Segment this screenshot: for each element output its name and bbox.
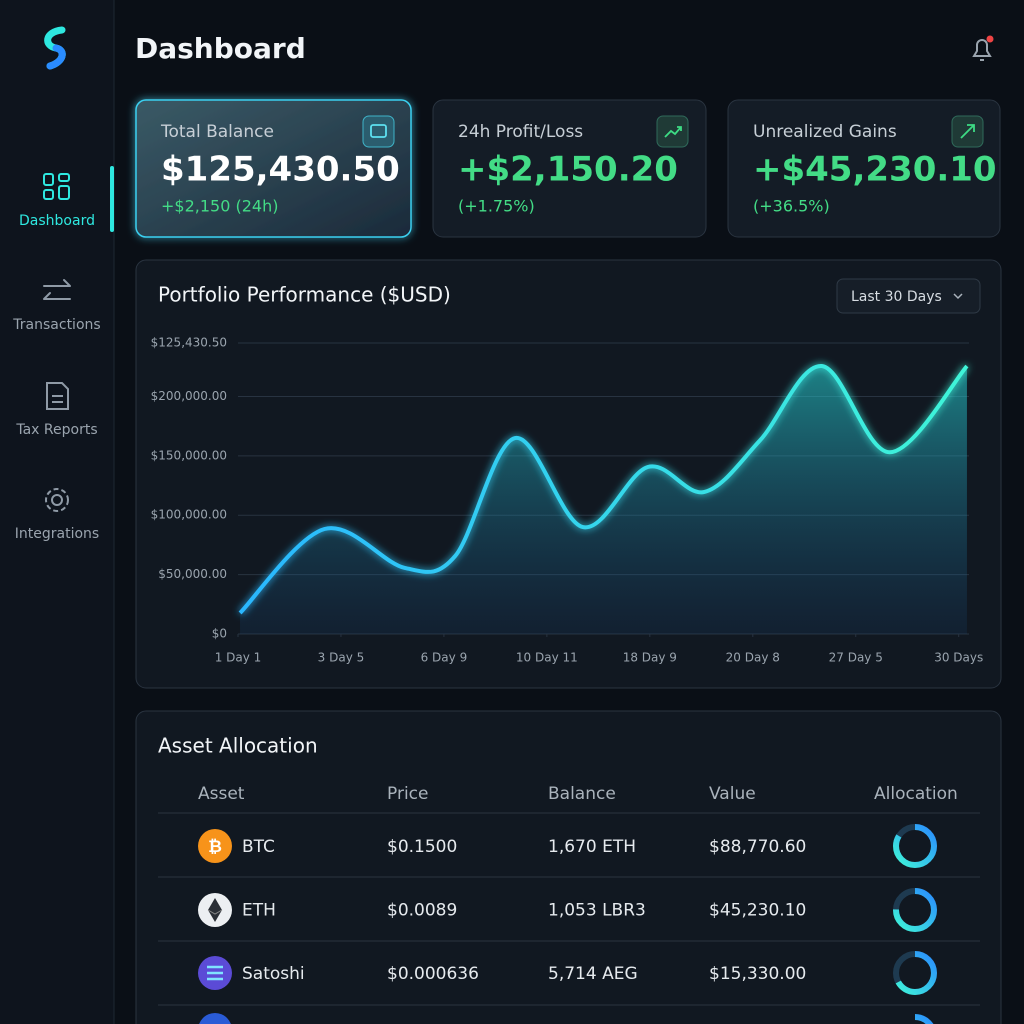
column-header: Allocation xyxy=(874,784,958,804)
card-value: $125,430.50 xyxy=(161,150,400,190)
table-cell: $15,330.00 xyxy=(709,964,806,984)
table-cell: Satoshi xyxy=(242,964,305,984)
card-change: (+1.75%) xyxy=(458,197,535,216)
line xyxy=(238,364,969,615)
table-panel xyxy=(135,710,1002,1024)
x-tick-label: 3 Day 5 xyxy=(318,651,365,665)
card-value: +$45,230.10 xyxy=(753,150,997,190)
table-cell: $88,770.60 xyxy=(709,837,806,857)
nav-item[interactable]: Integrations xyxy=(15,526,99,542)
x-tick-label: 1 Day 1 xyxy=(215,651,262,665)
column-header: Asset xyxy=(198,784,245,804)
nav-item[interactable]: Dashboard xyxy=(19,213,95,229)
card-change: (+36.5%) xyxy=(753,197,830,216)
card xyxy=(432,99,707,238)
table-title: Asset Allocation xyxy=(158,734,318,758)
card-label: Unrealized Gains xyxy=(753,122,897,142)
card-value: +$2,150.20 xyxy=(458,150,678,190)
nav-item[interactable]: Transactions xyxy=(12,317,100,333)
card-change: +$2,150 (24h) xyxy=(161,197,278,216)
column-header: Price xyxy=(387,784,428,804)
icon-tax-reports xyxy=(46,382,69,410)
area-fill xyxy=(240,365,967,634)
table-cell: $0.000636 xyxy=(387,964,479,984)
table-cell: $0.1500 xyxy=(387,837,457,857)
icon-dashboard xyxy=(43,173,70,200)
chart-title: Portfolio Performance ($USD) xyxy=(158,283,451,307)
y-tick-label: $50,000.00 xyxy=(158,567,227,581)
coin-icon-eth xyxy=(198,893,232,927)
dropdown-caret xyxy=(953,293,963,300)
x-tick-label: 10 Day 11 xyxy=(516,651,578,665)
table-cell: 1,670 ETH xyxy=(548,837,636,857)
card-icon xyxy=(362,115,395,148)
y-tick-label: $100,000.00 xyxy=(151,508,227,522)
table-cell: 1,053 LBR3 xyxy=(548,901,646,921)
card-icon xyxy=(951,115,984,148)
x-tick-label: 18 Day 9 xyxy=(623,651,677,665)
coin-icon-btc: ₿ xyxy=(198,829,232,863)
table-cell: $0.0089 xyxy=(387,901,457,921)
x-tick-label: 27 Day 5 xyxy=(829,651,883,665)
x-tick-label: 30 Days xyxy=(934,651,983,665)
y-tick-label: $0 xyxy=(212,627,227,641)
card-label: 24h Profit/Loss xyxy=(458,122,583,142)
y-tick-label: $200,000.00 xyxy=(151,389,227,403)
range-dropdown-label[interactable]: Last 30 Days xyxy=(851,289,942,305)
coin-icon xyxy=(199,1013,231,1024)
allocation-donut xyxy=(893,824,937,1024)
x-tick-label: 20 Day 8 xyxy=(726,651,780,665)
y-top-label: $125,430.50 xyxy=(151,336,227,350)
table-cell: ETH xyxy=(242,901,276,921)
column-header: Value xyxy=(709,784,756,804)
active-indicator xyxy=(110,166,114,232)
range-dropdown[interactable] xyxy=(836,278,981,314)
x-tick-label: 6 Day 9 xyxy=(421,651,468,665)
table-cell: $45,230.10 xyxy=(709,901,806,921)
coin-icon-satoshi xyxy=(198,956,232,990)
notification-bell[interactable] xyxy=(972,35,994,61)
card xyxy=(727,99,1001,238)
card xyxy=(135,99,412,238)
nav-item[interactable]: Tax Reports xyxy=(15,422,97,438)
card-label: Total Balance xyxy=(160,122,274,142)
icon-integrations xyxy=(45,488,69,512)
column-header: Balance xyxy=(548,784,616,804)
page-title: Dashboard xyxy=(135,32,306,65)
logo xyxy=(44,26,66,70)
icon-transactions xyxy=(43,279,71,300)
svg-text:₿: ₿ xyxy=(208,837,222,857)
table-cell: BTC xyxy=(242,837,275,857)
card-icon xyxy=(656,115,689,148)
y-tick-label: $150,000.00 xyxy=(151,448,227,462)
table-cell: 5,714 AEG xyxy=(548,964,638,984)
